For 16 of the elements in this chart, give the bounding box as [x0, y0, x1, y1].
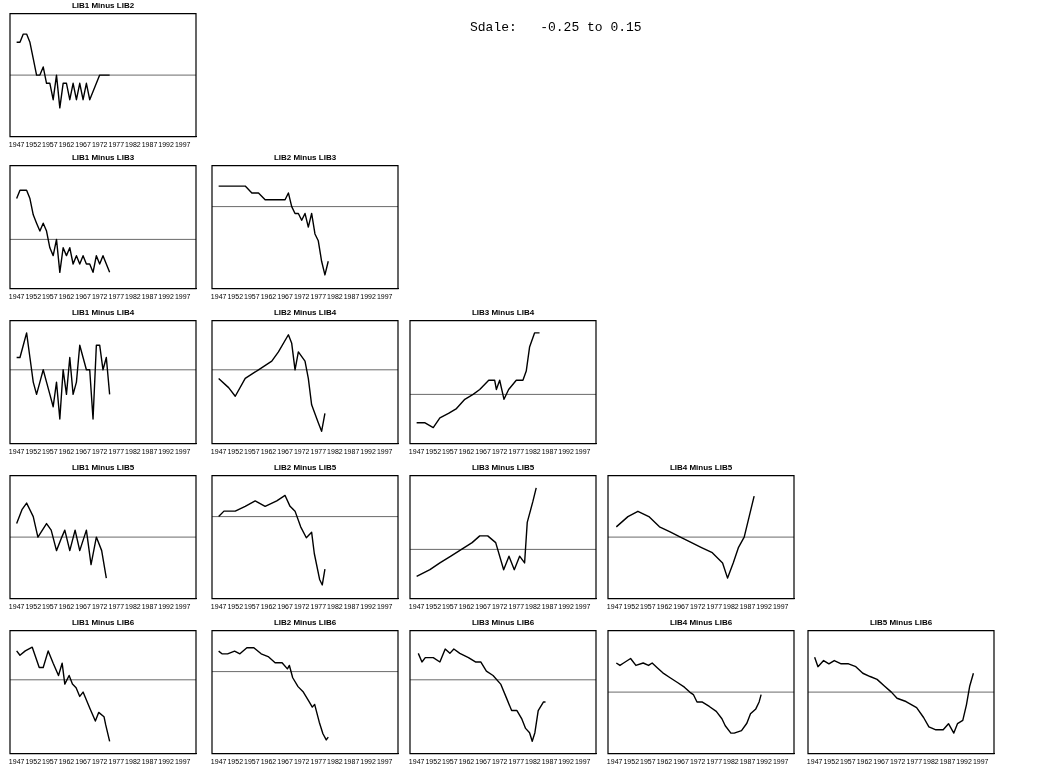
chart-title: LIB5 Minus LIB6	[869, 618, 933, 627]
chart-title: LIB3 Minus LIB4	[471, 308, 535, 317]
chart-title: LIB2 Minus LIB5	[273, 463, 337, 472]
chart-title: LIB2 Minus LIB4	[273, 308, 337, 317]
text: Sdale: -0.25 to 0.15	[470, 20, 642, 35]
chart-title: LIB3 Minus LIB5	[471, 463, 535, 472]
chart-title: LIB1 Minus LIB4	[71, 308, 135, 317]
chart-title: LIB1 Minus LIB3	[71, 153, 135, 162]
chart-title: LIB1 Minus LIB5	[71, 463, 135, 472]
chart-title: LIB1 Minus LIB2	[71, 1, 135, 10]
chart-title: LIB2 Minus LIB3	[273, 153, 337, 162]
chart-title: LIB2 Minus LIB6	[273, 618, 337, 627]
chart-title: LIB4 Minus LIB6	[669, 618, 733, 627]
chart-title: LIB3 Minus LIB6	[471, 618, 535, 627]
chart-title: LIB1 Minus LIB6	[71, 618, 135, 627]
chart-title: LIB4 Minus LIB5	[669, 463, 733, 472]
